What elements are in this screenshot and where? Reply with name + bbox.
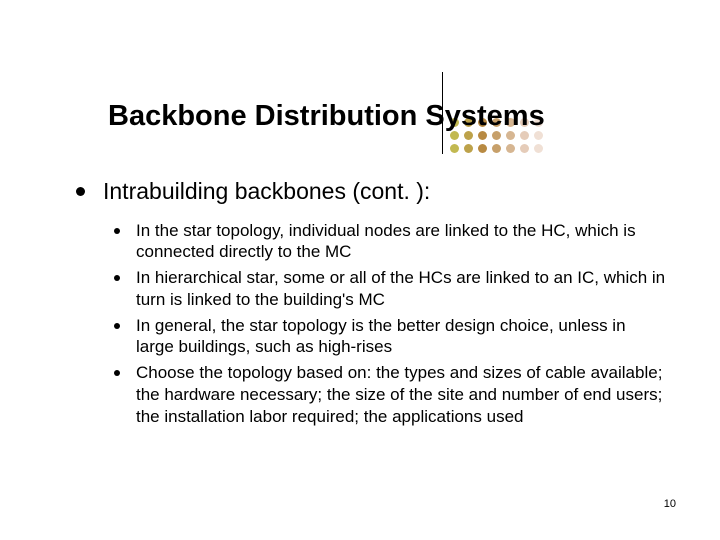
bullet-level2: In the star topology, individual nodes a… <box>114 220 666 264</box>
bullet-level2: Choose the topology based on: the types … <box>114 362 666 427</box>
decoration-dot <box>464 144 473 153</box>
slide: Backbone Distribution Systems Intrabuild… <box>0 0 720 540</box>
bullet-level2-text: Choose the topology based on: the types … <box>136 362 666 427</box>
decoration-dot <box>492 144 501 153</box>
bullet-level2-text: In hierarchical star, some or all of the… <box>136 267 666 311</box>
bullet-level2-text: In the star topology, individual nodes a… <box>136 220 666 264</box>
bullet-level2: In hierarchical star, some or all of the… <box>114 267 666 311</box>
bullet-icon <box>114 323 120 329</box>
content-area: Intrabuilding backbones (cont. ): In the… <box>76 178 666 431</box>
subbullets: In the star topology, individual nodes a… <box>114 220 666 428</box>
decoration-dot <box>450 144 459 153</box>
decoration-dot <box>506 144 515 153</box>
bullet-icon <box>114 370 120 376</box>
bullet-level1-text: Intrabuilding backbones (cont. ): <box>103 178 430 206</box>
decoration-dot <box>478 144 487 153</box>
slide-title: Backbone Distribution Systems <box>0 100 720 133</box>
page-number: 10 <box>664 498 676 510</box>
bullet-level2: In general, the star topology is the bet… <box>114 315 666 359</box>
bullet-level2-text: In general, the star topology is the bet… <box>136 315 666 359</box>
decoration-dot <box>534 144 543 153</box>
bullet-icon <box>114 275 120 281</box>
bullet-level1: Intrabuilding backbones (cont. ): <box>76 178 666 206</box>
decoration-dot <box>520 144 529 153</box>
title-area: Backbone Distribution Systems <box>0 100 720 133</box>
bullet-icon <box>114 228 120 234</box>
bullet-icon <box>76 187 85 196</box>
